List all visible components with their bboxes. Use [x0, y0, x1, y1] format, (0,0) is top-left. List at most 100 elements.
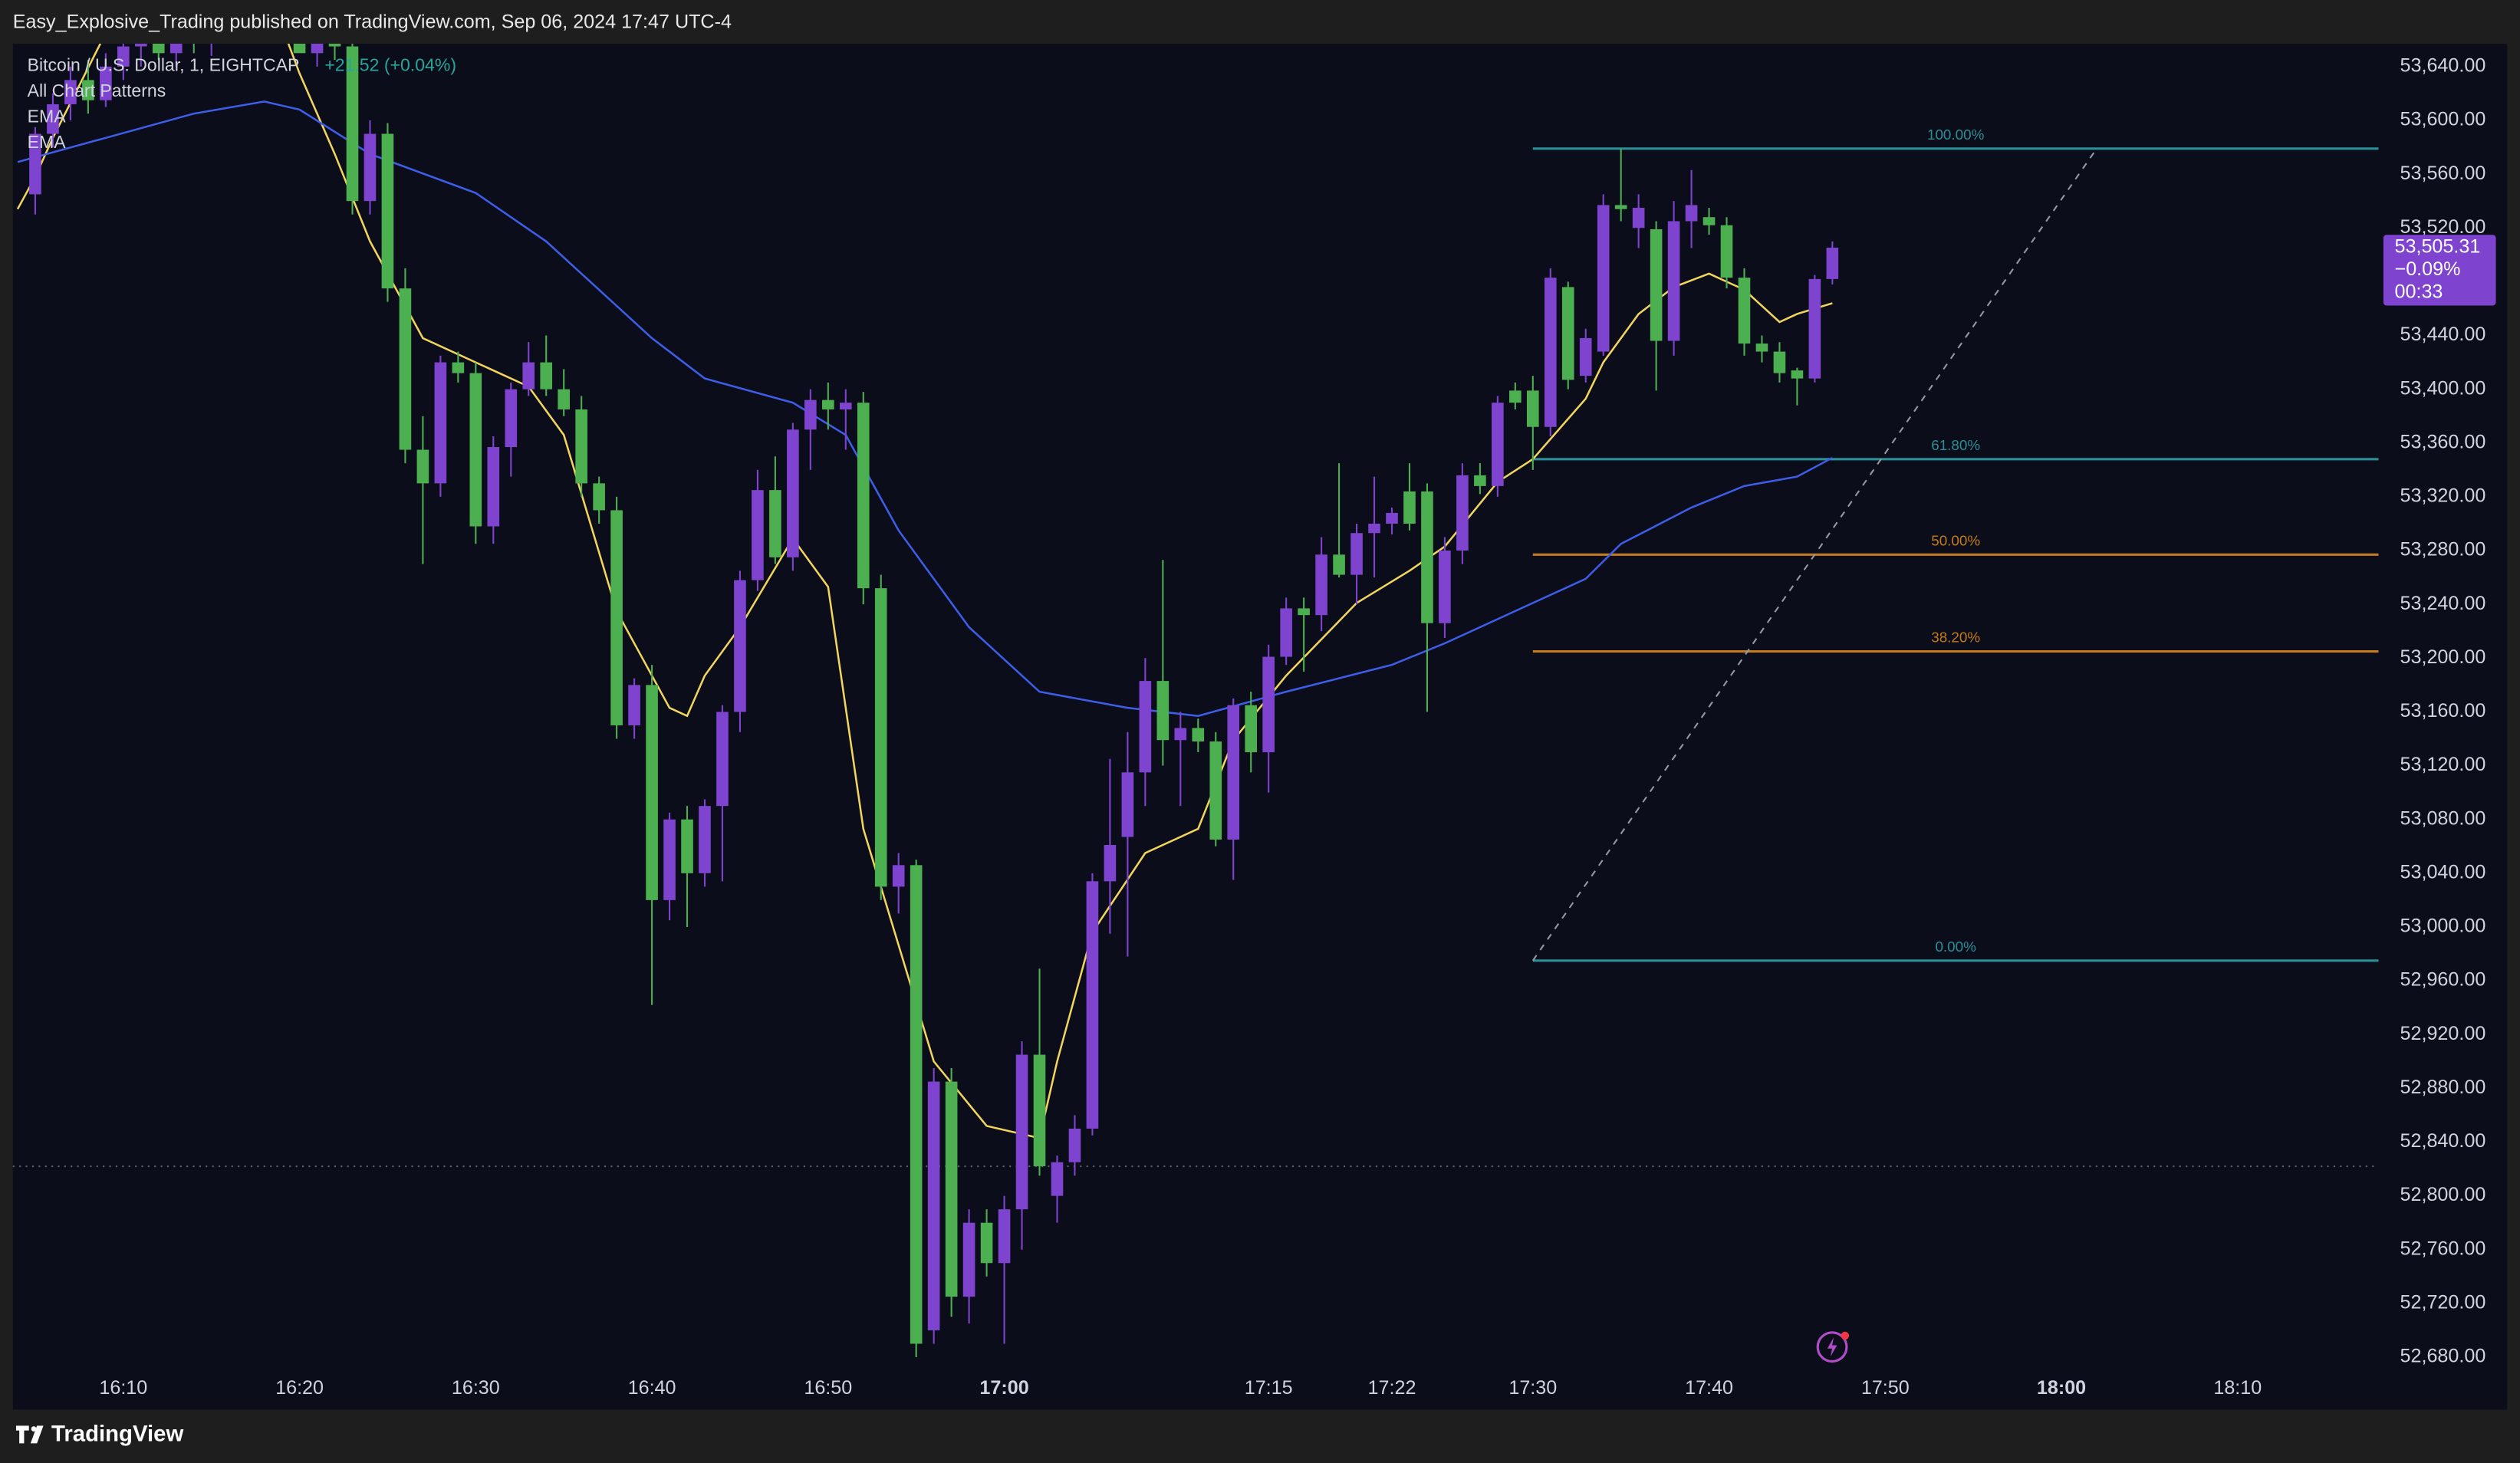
candle-body	[787, 429, 799, 557]
footer-logo[interactable]: TradingView	[15, 1422, 184, 1447]
candle-body	[1720, 225, 1733, 278]
candle-body	[1826, 248, 1839, 279]
candle-body	[575, 409, 587, 484]
x-tick-label: 16:30	[452, 1377, 500, 1399]
candle-body	[1685, 205, 1698, 222]
last-price-change: −0.09%	[2395, 258, 2461, 280]
alert-ring	[1816, 1331, 1848, 1363]
y-tick-label: 53,400.00	[2400, 377, 2486, 399]
fib-label: 38.20%	[1931, 630, 1980, 646]
candle-body	[328, 44, 341, 47]
candle-body	[1650, 229, 1663, 341]
fib-label: 50.00%	[1931, 533, 1980, 549]
candle-body	[1051, 1162, 1064, 1196]
candle-body	[1561, 287, 1574, 380]
candle-body	[1738, 278, 1751, 344]
candle-body	[117, 46, 130, 67]
symbol-change: +21.52 (+0.04%)	[324, 54, 456, 74]
candle-body	[1315, 554, 1327, 616]
chart-background	[12, 44, 2508, 1410]
candle-body	[469, 373, 482, 527]
fib-trend-line	[1531, 148, 2097, 962]
candle-body	[752, 490, 764, 580]
indicator-label: All Chart Patterns	[28, 81, 166, 100]
candle-body	[927, 1081, 940, 1330]
candle-body	[100, 66, 112, 100]
candle-body	[1298, 608, 1310, 616]
candle-body	[416, 449, 429, 484]
candle-body	[1492, 403, 1504, 486]
candle-body	[1086, 881, 1099, 1129]
candle-body	[522, 362, 535, 390]
candle-body	[540, 362, 553, 390]
candle-body	[1509, 390, 1522, 403]
candle-body	[1544, 278, 1557, 427]
logo-mark	[15, 1425, 44, 1444]
candle-body	[1632, 207, 1645, 228]
candle-body	[857, 403, 870, 589]
candle-body	[1280, 608, 1292, 657]
candle-body	[910, 865, 923, 1344]
candle-body	[610, 510, 623, 725]
candle-body	[1456, 475, 1469, 551]
candle-body	[804, 399, 817, 430]
y-tick-label: 52,760.00	[2400, 1238, 2486, 1259]
candle-body	[1368, 523, 1380, 534]
y-tick-label: 53,600.00	[2400, 109, 2486, 130]
x-tick-label: 17:15	[1245, 1377, 1293, 1399]
candle-body	[1597, 205, 1610, 352]
y-tick-label: 52,720.00	[2400, 1292, 2486, 1313]
candle-countdown: 00:33	[2395, 281, 2443, 302]
candle-body	[293, 44, 306, 54]
x-tick-label: 17:22	[1368, 1377, 1416, 1399]
candle-body	[1139, 681, 1152, 773]
candle-body	[1808, 278, 1821, 379]
y-tick-label: 52,960.00	[2400, 969, 2486, 991]
y-tick-label: 53,320.00	[2400, 485, 2486, 507]
candle-body	[769, 490, 781, 557]
candle-body	[1033, 1054, 1046, 1167]
candle-body	[311, 44, 324, 54]
y-tick-label: 52,880.00	[2400, 1077, 2486, 1098]
candle-body	[1121, 772, 1134, 837]
candle-body	[134, 44, 147, 47]
candle-body	[874, 588, 887, 887]
candle-body	[1333, 554, 1345, 575]
candle-body	[962, 1222, 975, 1297]
y-tick-label: 52,800.00	[2400, 1184, 2486, 1205]
candle-body	[1245, 705, 1258, 753]
x-tick-label: 17:00	[979, 1377, 1028, 1399]
candle-body	[1386, 512, 1398, 524]
candle-body	[452, 362, 465, 373]
y-tick-label: 53,440.00	[2400, 324, 2486, 345]
candle-body	[1579, 338, 1592, 376]
y-tick-label: 53,200.00	[2400, 646, 2486, 668]
candle-body	[1174, 728, 1187, 741]
candle-body	[487, 447, 500, 527]
candle-body	[1421, 491, 1433, 623]
candle-body	[1773, 351, 1786, 373]
logo-dot	[31, 1426, 37, 1432]
footer-brand: TradingView	[51, 1422, 183, 1447]
candle-body	[1192, 728, 1205, 741]
candle-body	[1104, 845, 1117, 882]
y-tick-label: 53,080.00	[2400, 807, 2486, 829]
y-tick-label: 53,280.00	[2400, 539, 2486, 561]
ema-legend: EMA	[28, 132, 67, 152]
alert-icon[interactable]	[1816, 1331, 1850, 1363]
x-tick-label: 18:10	[2213, 1377, 2262, 1399]
candle-body	[1702, 217, 1716, 225]
y-tick-label: 52,680.00	[2400, 1346, 2486, 1367]
candle-body	[821, 399, 834, 409]
fib-label: 0.00%	[1935, 939, 1976, 955]
candle-body	[593, 483, 605, 511]
alert-dot	[1841, 1331, 1850, 1340]
candle-body	[64, 80, 77, 104]
candle-body	[1791, 370, 1804, 379]
y-tick-label: 52,840.00	[2400, 1130, 2486, 1152]
candle-body	[82, 80, 94, 100]
y-tick-label: 53,560.00	[2400, 163, 2486, 184]
candle-body	[364, 133, 377, 202]
fib-label: 61.80%	[1931, 437, 1980, 453]
